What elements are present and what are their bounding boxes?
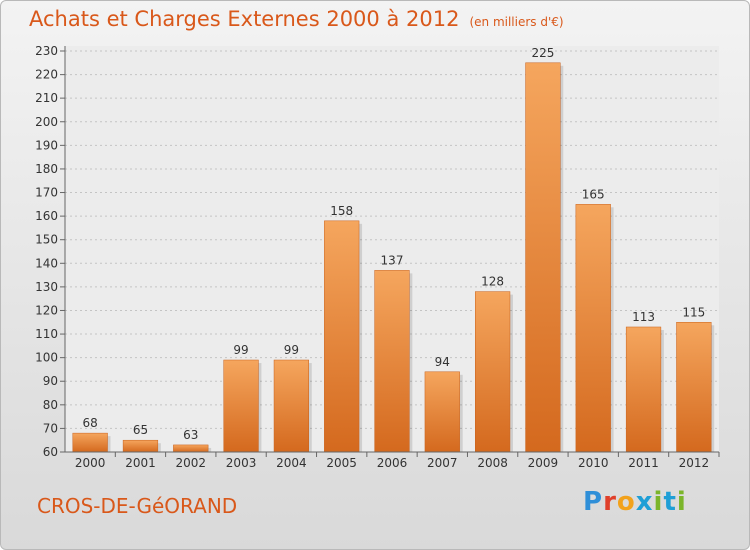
bar-2005 xyxy=(324,220,360,453)
bars-group: 68 65 63 99 99 158 137 94 128 225 165 113 115 xyxy=(72,46,715,453)
logo-letter: o xyxy=(616,487,636,517)
bar-value-label: 158 xyxy=(330,204,353,218)
y-tick-label: 90 xyxy=(43,374,58,388)
bar-value-label: 94 xyxy=(435,355,450,369)
y-tick-label: 230 xyxy=(35,44,58,58)
bar-2010 xyxy=(575,204,611,453)
y-tick-label: 190 xyxy=(35,138,58,152)
bar-2001 xyxy=(122,439,159,453)
y-tick-label: 140 xyxy=(35,256,58,270)
proxiti-logo: Proxiti xyxy=(583,487,687,517)
y-tick-label: 220 xyxy=(35,68,58,82)
bar-2011 xyxy=(625,326,662,453)
bar-2002 xyxy=(173,444,209,453)
bar-value-label: 63 xyxy=(183,428,198,442)
logo-letter: t xyxy=(663,487,677,517)
x-tick-label: 2006 xyxy=(377,456,408,470)
x-tick-label: 2009 xyxy=(528,456,559,470)
y-tick-label: 70 xyxy=(43,421,58,435)
logo-letter: i xyxy=(676,487,687,517)
bar-value-label: 137 xyxy=(381,253,404,267)
y-tick-label: 180 xyxy=(35,162,58,176)
y-tick-label: 170 xyxy=(35,186,58,200)
y-tick-label: 60 xyxy=(43,445,58,459)
logo-letter: r xyxy=(603,487,617,517)
bar-2004 xyxy=(273,359,309,453)
axes-group: 60 70 80 90 100 110 120 130 140 150 160 170 180 190 20… xyxy=(35,44,720,470)
x-tick-label: 2005 xyxy=(326,456,357,470)
bar-2006 xyxy=(374,270,410,453)
bar-value-label: 225 xyxy=(531,46,554,60)
chart-header: Achats et Charges Externes 2000 à 2012 (e… xyxy=(29,7,564,31)
x-tick-label: 2011 xyxy=(628,456,659,470)
x-tick-label: 2003 xyxy=(226,456,257,470)
bar-2007 xyxy=(424,371,460,453)
y-tick-label: 80 xyxy=(43,398,58,412)
bar-value-label: 113 xyxy=(632,310,655,324)
bar-value-label: 65 xyxy=(133,423,148,437)
bar-value-label: 99 xyxy=(284,343,299,357)
bar-value-label: 68 xyxy=(83,416,98,430)
bar-2003 xyxy=(223,359,259,453)
logo-letter: i xyxy=(653,487,664,517)
bar-2012 xyxy=(676,322,712,453)
y-tick-label: 200 xyxy=(35,115,58,129)
bar-value-label: 115 xyxy=(682,305,705,319)
logo-letter: P xyxy=(583,487,604,517)
x-tick-label: 2001 xyxy=(125,456,156,470)
x-tick-label: 2008 xyxy=(477,456,508,470)
y-tick-label: 150 xyxy=(35,233,58,247)
y-tick-label: 100 xyxy=(35,351,58,365)
x-tick-label: 2010 xyxy=(578,456,609,470)
y-tick-label: 110 xyxy=(35,327,58,341)
bar-2008 xyxy=(475,291,511,453)
bar-value-label: 165 xyxy=(582,187,605,201)
x-tick-label: 2007 xyxy=(427,456,458,470)
x-tick-label: 2004 xyxy=(276,456,307,470)
chart-title: Achats et Charges Externes 2000 à 2012 xyxy=(29,7,460,31)
x-tick-label: 2012 xyxy=(679,456,710,470)
y-tick-label: 210 xyxy=(35,91,58,105)
x-tick-label: 2000 xyxy=(75,456,106,470)
y-tick-label: 160 xyxy=(35,209,58,223)
commune-name: CROS-DE-GéORAND xyxy=(37,494,238,518)
y-tick-label: 130 xyxy=(35,280,58,294)
x-tick-label: 2002 xyxy=(175,456,206,470)
bar-2009 xyxy=(525,62,561,453)
y-tick-label: 120 xyxy=(35,303,58,317)
logo-letter: x xyxy=(635,487,654,517)
bar-value-label: 128 xyxy=(481,275,504,289)
bar-2000 xyxy=(72,432,108,453)
chart-unit: (en milliers d'€) xyxy=(469,15,564,29)
bar-value-label: 99 xyxy=(233,343,248,357)
